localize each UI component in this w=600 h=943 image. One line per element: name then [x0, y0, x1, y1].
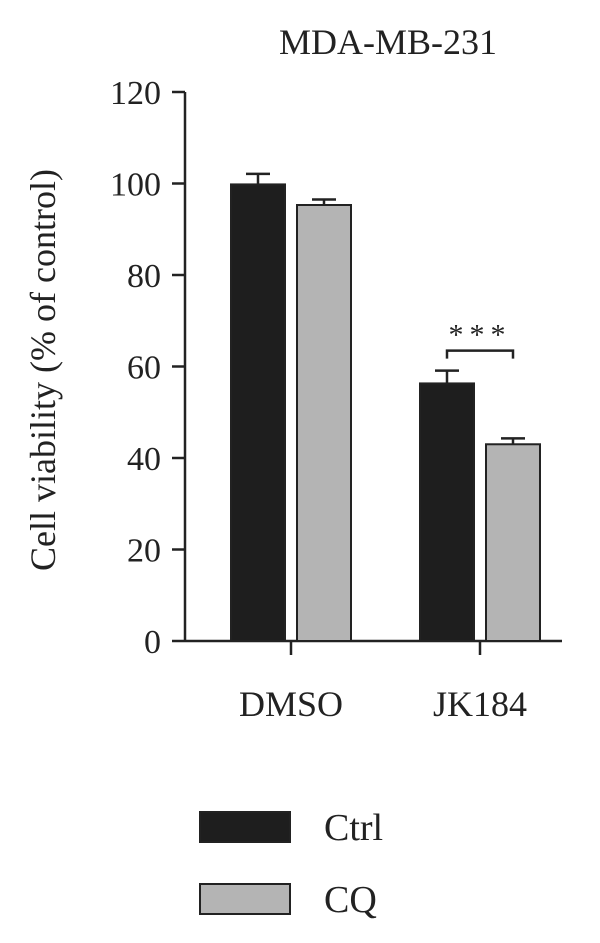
- y-tick-label: 20: [127, 533, 161, 570]
- y-tick-label: 80: [127, 258, 161, 295]
- y-tick-label: 60: [127, 350, 161, 387]
- y-tick-label: 120: [110, 75, 161, 112]
- bar: [485, 443, 541, 642]
- y-tick-label: 100: [110, 167, 161, 204]
- y-axis: 0 20 40 60 80 100 120: [110, 75, 187, 661]
- annotations: ***: [445, 319, 515, 359]
- legend: Ctrl CQ: [199, 807, 383, 921]
- x-axis: DMSO JK184: [185, 639, 562, 724]
- legend-swatch: [199, 883, 291, 915]
- legend-label: Ctrl: [324, 807, 383, 849]
- y-tick-label: 0: [144, 624, 161, 661]
- x-tick-label: JK184: [433, 684, 527, 724]
- x-tick-label: DMSO: [239, 684, 343, 724]
- bar: [230, 183, 286, 642]
- y-axis-label: Cell viability (% of control): [23, 169, 63, 571]
- bar: [296, 204, 352, 642]
- significance-bracket: [445, 349, 515, 359]
- bars: [230, 172, 541, 642]
- legend-label: CQ: [324, 879, 377, 921]
- bar: [419, 382, 475, 642]
- chart-title: MDA-MB-231: [279, 22, 497, 62]
- legend-swatch: [199, 811, 291, 843]
- significance-label: ***: [449, 319, 512, 352]
- y-tick-label: 40: [127, 441, 161, 478]
